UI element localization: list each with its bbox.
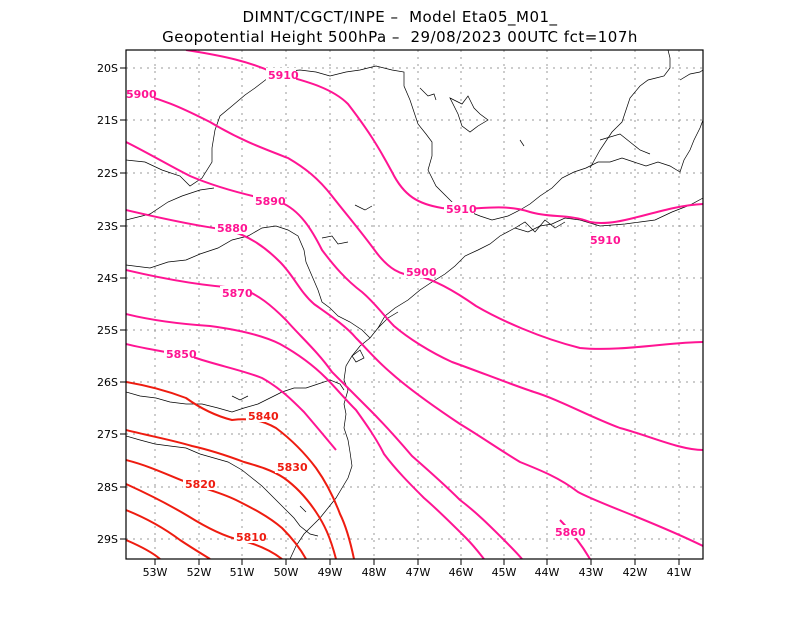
lon-tick-47w: 47W: [406, 566, 431, 579]
lat-tick-21s: 21S: [97, 114, 118, 127]
grid-lines: [126, 50, 703, 559]
lon-tick-48w: 48W: [362, 566, 387, 579]
lat-tick-27s: 27S: [97, 428, 118, 441]
map-frame: [125, 49, 704, 560]
lon-tick-50w: 50W: [274, 566, 299, 579]
lat-tick-28s: 28S: [97, 481, 118, 494]
label-5890: 5890: [255, 195, 286, 208]
contour-5830: [126, 429, 337, 559]
lat-tick-24s: 24S: [97, 272, 118, 285]
contours-red: [126, 381, 355, 559]
contour-5790: [126, 539, 161, 559]
lon-tick-42w: 42W: [623, 566, 648, 579]
lon-tick-45w: 45W: [492, 566, 517, 579]
contour-5860: [126, 313, 485, 559]
title-line-2: Geopotential Height 500hPa – 29/08/2023 …: [162, 28, 638, 46]
lat-tick-20s: 20S: [97, 62, 118, 75]
label-5910-2: 5910: [446, 203, 477, 216]
label-5840: 5840: [248, 410, 279, 423]
lon-tick-43w: 43W: [579, 566, 604, 579]
lon-tick-53w: 53W: [143, 566, 168, 579]
lat-tick-23s: 23S: [97, 220, 118, 233]
label-5810: 5810: [236, 531, 267, 544]
label-5860: 5860: [555, 526, 586, 539]
lat-tick-26s: 26S: [97, 376, 118, 389]
label-5910-1: 5910: [268, 69, 299, 82]
label-5870: 5870: [222, 287, 253, 300]
contour-5810: [126, 483, 283, 559]
lon-tick-41w: 41W: [667, 566, 692, 579]
lon-tick-44w: 44W: [535, 566, 560, 579]
contour-5820: [126, 459, 307, 559]
lat-tick-22s: 22S: [97, 167, 118, 180]
label-5900-1: 5900: [126, 88, 157, 101]
label-5910-3: 5910: [590, 234, 621, 247]
label-5900-2: 5900: [406, 266, 437, 279]
contour-5870: [126, 269, 523, 559]
coastline-and-borders: [126, 50, 703, 559]
contour-5900: [126, 91, 703, 350]
label-5880: 5880: [217, 222, 248, 235]
lon-tick-51w: 51W: [230, 566, 255, 579]
lat-tick-29s: 29S: [97, 533, 118, 546]
lon-tick-52w: 52W: [187, 566, 212, 579]
lon-tick-49w: 49W: [318, 566, 343, 579]
contour-5880: [126, 209, 703, 547]
contour-5890: [126, 141, 703, 451]
label-5820: 5820: [185, 478, 216, 491]
lat-tick-25s: 25S: [97, 324, 118, 337]
lon-tick-46w: 46W: [449, 566, 474, 579]
contour-5800: [126, 509, 211, 559]
contour-5840: [126, 381, 355, 559]
title-line-1: DIMNT/CGCT/INPE – Model Eta05_M01_: [242, 8, 558, 26]
label-5850: 5850: [166, 348, 197, 361]
label-5830: 5830: [277, 461, 308, 474]
